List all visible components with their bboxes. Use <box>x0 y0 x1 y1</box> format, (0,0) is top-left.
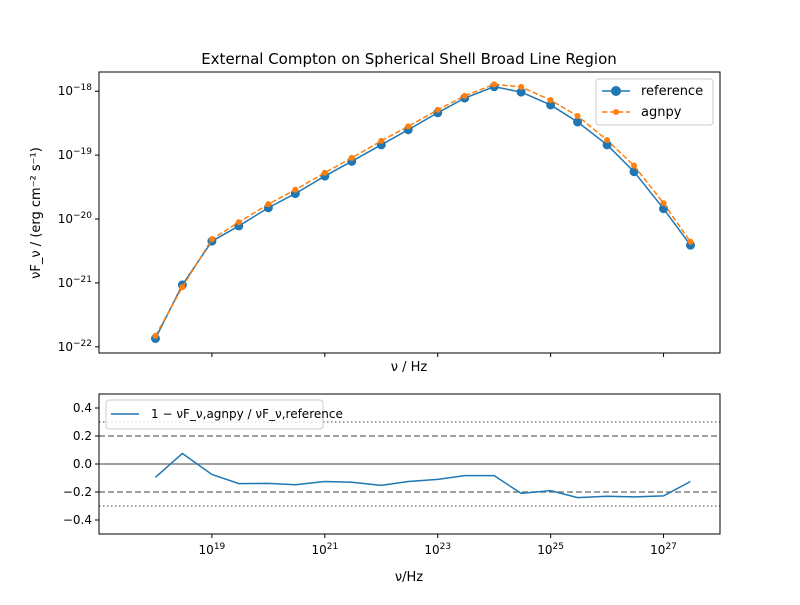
data-point-agnpy <box>574 112 581 119</box>
data-point-agnpy <box>378 137 385 144</box>
data-point-reference <box>516 87 526 97</box>
top-series-group <box>150 81 695 343</box>
data-point-agnpy <box>265 201 272 208</box>
legend-agnpy-marker <box>613 109 619 115</box>
data-point-agnpy <box>152 332 159 339</box>
top-y-tick-label: 10−20 <box>58 211 93 226</box>
bottom-y-tick-label: −0.4 <box>63 513 92 527</box>
bottom-x-tick-label: 1021 <box>311 542 338 557</box>
data-point-agnpy <box>687 238 694 245</box>
legend-ratio-label: 1 − νF_ν,agnpy / νF_ν,reference <box>151 407 343 421</box>
data-point-agnpy <box>461 92 468 99</box>
bottom-x-ticks: 1019 1021 1023 1025 1027 <box>199 534 677 557</box>
data-point-agnpy <box>235 219 242 226</box>
top-y-tick-label: 10−21 <box>58 275 92 290</box>
series-line-agnpy <box>154 83 692 337</box>
data-point-reference <box>573 117 583 127</box>
data-point-agnpy <box>434 106 441 113</box>
top-y-tick-label: 10−18 <box>58 83 93 98</box>
bottom-y-tick-label: 0.2 <box>73 429 92 443</box>
bottom-x-axis-label: ν/Hz <box>395 570 423 585</box>
data-point-agnpy <box>348 154 355 161</box>
series-line-ratio <box>154 452 691 499</box>
data-point-reference <box>602 140 612 150</box>
top-x-axis-label: ν / Hz <box>391 360 428 375</box>
bottom-y-tick-label: 0.0 <box>73 457 92 471</box>
legend-agnpy-label: agnpy <box>641 105 682 120</box>
top-y-axis-label: νF_ν / (erg cm⁻² s⁻¹) <box>29 147 44 279</box>
data-point-agnpy <box>179 284 186 291</box>
data-point-agnpy <box>405 123 412 130</box>
bottom-panel: 0.4 0.2 0.0 −0.2 −0.4 1019 1021 1023 1025 1027 ν… <box>63 393 721 585</box>
top-y-tick-label: 10−19 <box>58 147 93 162</box>
top-x-ticks <box>211 353 665 357</box>
bottom-series-group <box>154 452 691 499</box>
bottom-axes-frame <box>98 393 721 535</box>
top-axes-frame <box>98 71 721 354</box>
bottom-y-tick-label: 0.4 <box>73 401 92 415</box>
legend-reference-label: reference <box>641 84 703 99</box>
data-point-agnpy <box>660 200 667 207</box>
series-line-reference <box>154 85 692 339</box>
bottom-y-ticks: 0.4 0.2 0.0 −0.2 −0.4 <box>63 401 99 527</box>
top-legend: reference agnpy <box>595 78 714 126</box>
top-y-ticks: 10−22 10−21 10−20 10−19 10−18 <box>58 83 99 354</box>
bottom-x-tick-label: 1019 <box>199 542 226 557</box>
bottom-reference-lines <box>99 421 720 507</box>
data-point-agnpy <box>518 83 525 90</box>
legend-reference-marker <box>611 86 621 96</box>
top-y-tick-label: 10−22 <box>58 339 92 354</box>
data-point-agnpy <box>631 162 638 169</box>
data-point-agnpy <box>547 97 554 104</box>
data-point-agnpy <box>292 186 299 193</box>
bottom-y-tick-label: −0.2 <box>63 485 92 499</box>
data-point-agnpy <box>491 81 498 88</box>
data-point-reference <box>546 100 556 110</box>
bottom-x-tick-label: 1025 <box>537 542 564 557</box>
bottom-legend-box <box>105 399 324 430</box>
top-panel: External Compton on Spherical Shell Broa… <box>29 50 721 375</box>
data-point-agnpy <box>208 236 215 243</box>
data-point-agnpy <box>604 137 611 144</box>
bottom-x-tick-label: 1027 <box>650 542 677 557</box>
data-point-agnpy <box>321 169 328 176</box>
bottom-x-tick-label: 1023 <box>424 542 451 557</box>
bottom-legend: 1 − νF_ν,agnpy / νF_ν,reference <box>105 399 343 430</box>
chart-title: External Compton on Spherical Shell Broa… <box>201 50 617 68</box>
